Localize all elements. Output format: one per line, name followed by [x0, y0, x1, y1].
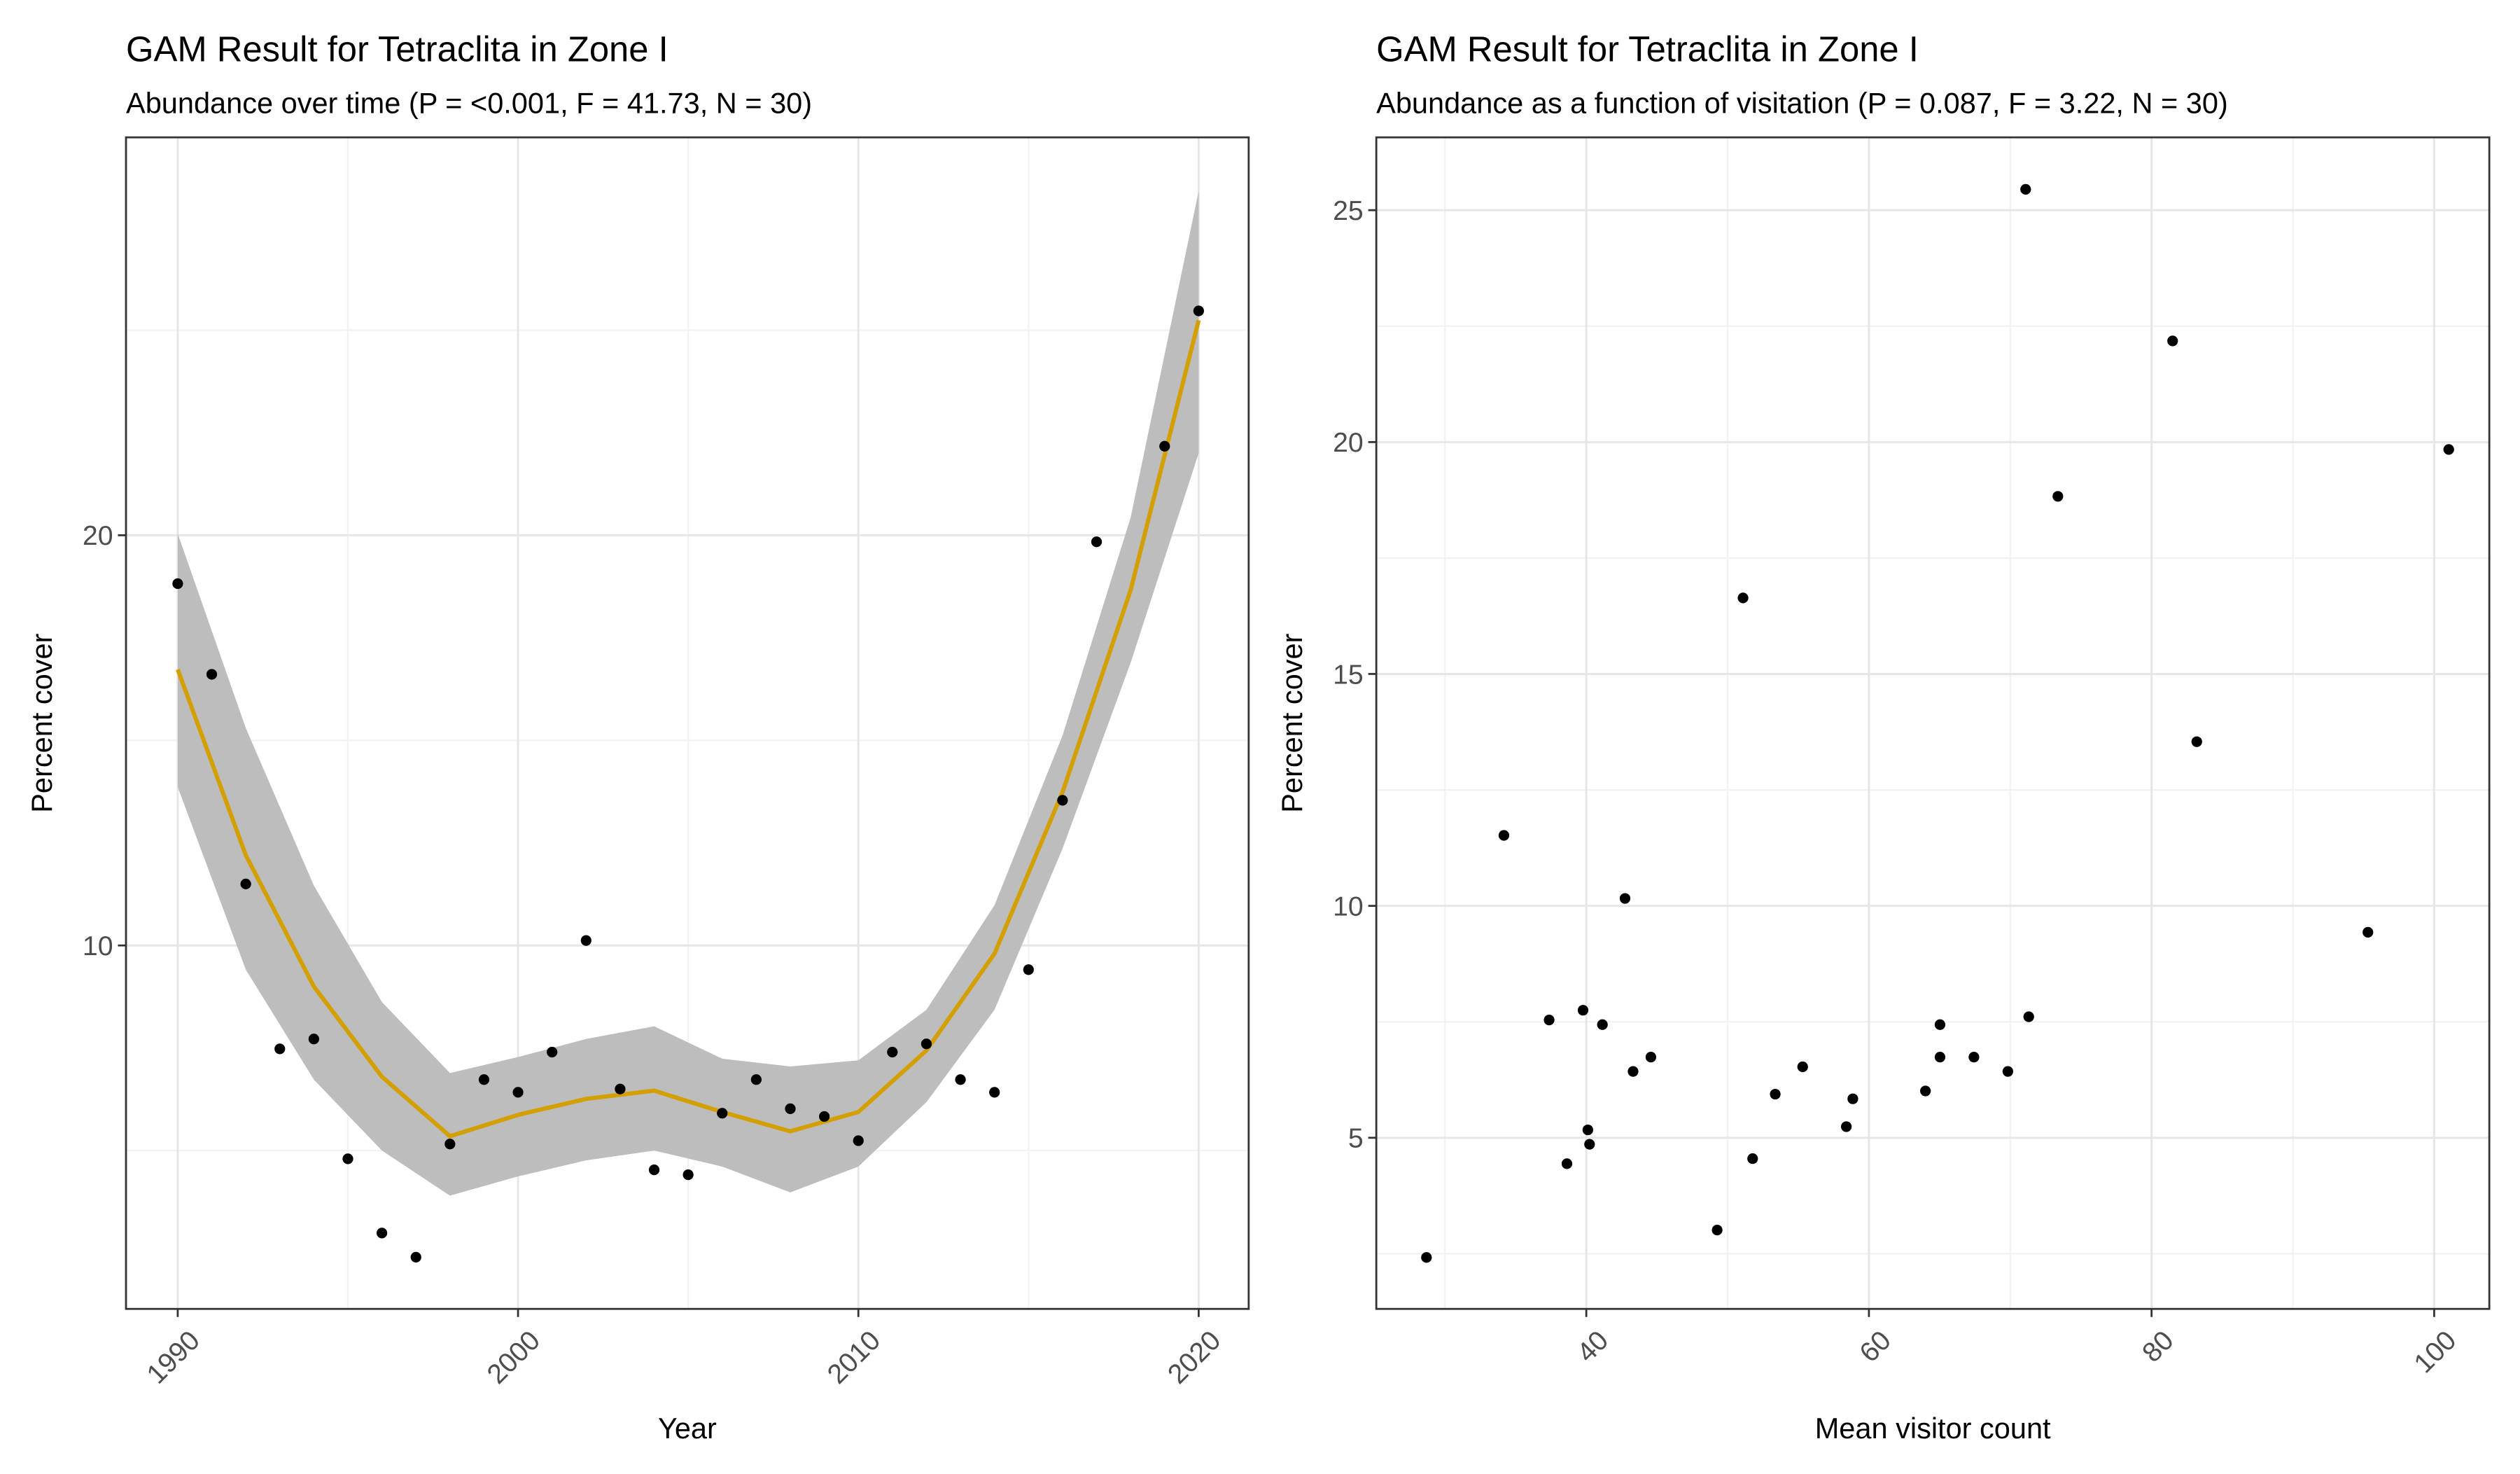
- data-point: [1057, 795, 1068, 806]
- data-point: [2191, 736, 2202, 747]
- data-point: [2443, 444, 2454, 455]
- data-point: [818, 1111, 830, 1122]
- y-tick-label: 25: [1333, 195, 1364, 226]
- data-point: [512, 1087, 524, 1098]
- data-point: [1091, 536, 1102, 548]
- data-point: [1023, 964, 1034, 975]
- y-axis-title: Percent cover: [25, 633, 58, 812]
- data-point: [717, 1108, 728, 1119]
- data-point: [206, 669, 218, 680]
- data-point: [478, 1074, 490, 1085]
- data-point: [1584, 1139, 1595, 1150]
- plot-border: [1375, 136, 2491, 1310]
- x-axis-title: Mean visitor count: [1815, 1412, 2051, 1445]
- data-point: [1561, 1158, 1573, 1169]
- data-point: [547, 1046, 558, 1058]
- data-point: [989, 1087, 1000, 1098]
- data-point: [2002, 1066, 2013, 1077]
- data-point: [648, 1164, 660, 1176]
- data-point: [376, 1228, 388, 1239]
- data-point: [1712, 1225, 1723, 1236]
- data-point: [2052, 491, 2064, 502]
- data-point: [1797, 1061, 1808, 1073]
- x-tick-label: 2020: [1162, 1325, 1227, 1390]
- fit-line: [176, 319, 1201, 1139]
- panel: GAM Result for Tetraclita in Zone I Abund…: [1275, 29, 2491, 1445]
- y-tick-label: 10: [83, 931, 113, 961]
- x-tick-label: 100: [2408, 1325, 2462, 1379]
- data-point: [682, 1169, 694, 1181]
- data-point: [1840, 1121, 1852, 1132]
- x-tick-label: 2000: [481, 1325, 546, 1390]
- data-point: [1968, 1051, 1980, 1063]
- y-tick-label: 20: [83, 520, 113, 551]
- data-point: [1920, 1085, 1931, 1097]
- data-point: [1645, 1051, 1657, 1063]
- data-point: [1737, 592, 1749, 604]
- data-point: [444, 1139, 456, 1150]
- y-tick-label: 20: [1333, 427, 1364, 458]
- data-point: [1934, 1019, 1946, 1030]
- data-point: [308, 1034, 319, 1045]
- data-point: [1498, 830, 1510, 841]
- panel: GAM Result for Tetraclita in Zone I Abund…: [25, 29, 1250, 1445]
- data-point: [1582, 1124, 1593, 1136]
- data-point: [580, 935, 592, 946]
- y-tick-label: 15: [1333, 659, 1364, 690]
- data-point: [342, 1153, 354, 1164]
- data-point: [615, 1083, 626, 1094]
- data-point: [1544, 1014, 1555, 1026]
- data-point: [853, 1135, 864, 1146]
- y-tick-label: 10: [1333, 891, 1364, 922]
- x-tick-label: 80: [2136, 1325, 2180, 1368]
- data-point: [887, 1046, 898, 1058]
- data-point: [2362, 926, 2374, 938]
- data-point: [1193, 305, 1204, 317]
- y-tick-label: 5: [1348, 1123, 1364, 1154]
- plot-border: [125, 136, 1250, 1310]
- data-point: [750, 1074, 762, 1085]
- x-tick-label: 2010: [821, 1325, 886, 1390]
- data-point: [2020, 183, 2031, 195]
- data-point: [172, 578, 183, 590]
- x-axis-title: Year: [658, 1412, 717, 1445]
- data-point: [920, 1038, 932, 1050]
- data-point: [1770, 1088, 1781, 1100]
- data-point: [1577, 1005, 1589, 1016]
- data-point: [1747, 1153, 1758, 1164]
- x-tick-label: 60: [1854, 1325, 1897, 1368]
- chart-title: GAM Result for Tetraclita in Zone I: [126, 29, 668, 69]
- data-point: [1421, 1252, 1432, 1263]
- data-point: [240, 878, 251, 889]
- data-point: [955, 1074, 966, 1085]
- data-point: [410, 1251, 421, 1263]
- data-point: [1597, 1019, 1608, 1030]
- data-point: [1159, 440, 1170, 452]
- data-point: [274, 1043, 286, 1055]
- x-tick-label: 1990: [141, 1325, 206, 1390]
- y-axis-title: Percent cover: [1275, 633, 1308, 812]
- chart-title: GAM Result for Tetraclita in Zone I: [1376, 29, 1919, 69]
- data-point: [1934, 1051, 1946, 1063]
- data-point: [785, 1103, 796, 1114]
- chart-subtitle: Abundance over time (P = <0.001, F = 41.…: [126, 87, 812, 120]
- data-point: [1619, 893, 1631, 904]
- x-tick-label: 40: [1571, 1325, 1614, 1368]
- data-point: [1628, 1066, 1639, 1077]
- data-point: [1847, 1093, 1858, 1104]
- data-point: [2167, 335, 2178, 347]
- chart-subtitle: Abundance as a function of visitation (P…: [1376, 87, 2228, 120]
- data-point: [2023, 1011, 2034, 1022]
